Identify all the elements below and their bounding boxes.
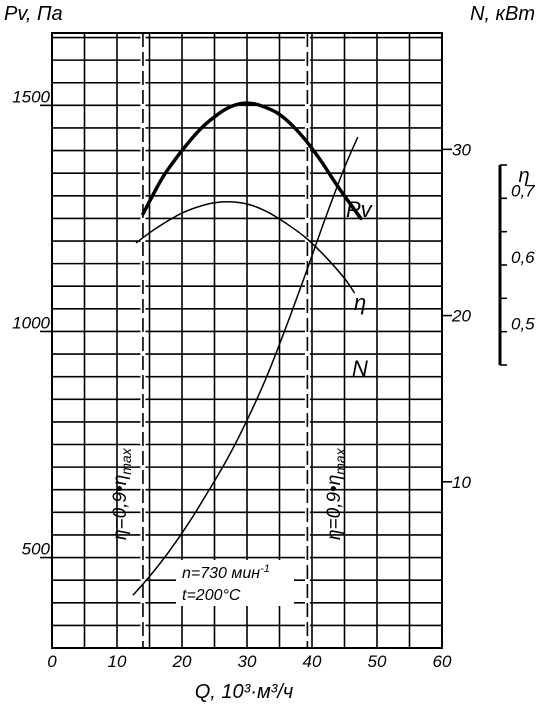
y-tick-labels: 500 1000 1500 10 20 30 — [12, 87, 471, 558]
eta-tick-label: 0,6 — [511, 248, 535, 267]
n-curve-label: N — [352, 356, 368, 381]
curve-eta — [135, 200, 356, 294]
x-tick-label: 40 — [303, 652, 322, 671]
speed-annotation: n=730 мин-1 — [182, 563, 270, 582]
efficiency-limit-lines — [140, 33, 310, 648]
x-tick-label: 50 — [368, 652, 387, 671]
curve-pv — [141, 101, 363, 221]
eta-tick-label: 0,5 — [511, 315, 535, 334]
x-tick-label: 0 — [47, 652, 57, 671]
right-tick-label: 20 — [451, 307, 471, 326]
left-tick-label: 1000 — [12, 313, 50, 332]
right-tick-label: 10 — [452, 473, 471, 492]
x-tick-label: 20 — [172, 652, 192, 671]
x-tick-label: 60 — [433, 652, 452, 671]
x-axis-title: Q, 10³·м³/ч — [195, 681, 294, 703]
pv-curve-label: Pv — [346, 197, 374, 222]
eta-curve-label: η — [354, 290, 366, 315]
x-tick-labels: 0 10 20 30 40 50 60 — [47, 652, 452, 671]
left-tick-label: 500 — [22, 540, 51, 559]
plot-frame — [51, 32, 443, 649]
grid-lines — [52, 33, 442, 648]
conditions-label-bg — [176, 560, 294, 606]
eta-axis-title: η — [518, 165, 529, 187]
left-vline-label: η=0,9•ηmax — [110, 447, 134, 540]
curve-n — [132, 136, 359, 596]
right-axis-title: N, кВт — [470, 3, 535, 25]
curves — [132, 101, 363, 596]
x-tick-label: 10 — [108, 652, 127, 671]
eta-tick-label: 0,7 — [511, 181, 535, 200]
left-axis-title: Pv, Па — [4, 3, 63, 25]
right-tick-label: 30 — [452, 140, 471, 159]
left-tick-label: 1500 — [12, 87, 50, 106]
right-vline-label: η=0,9•ηmax — [324, 447, 348, 540]
eta-scale: 0,7 0,6 0,5 — [498, 164, 535, 366]
x-tick-label: 30 — [238, 652, 257, 671]
temperature-annotation: t=200°C — [182, 587, 241, 604]
